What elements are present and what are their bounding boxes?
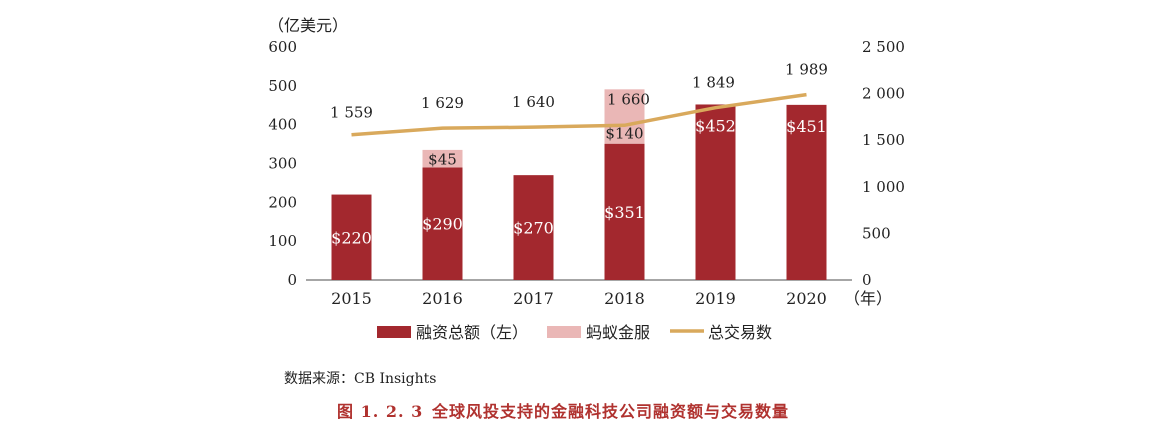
bar-label-2018: $351 <box>604 203 645 222</box>
bar-label-2020: $451 <box>786 117 827 136</box>
x-tick-label: 2017 <box>513 289 554 308</box>
line-label-2019: 1 849 <box>692 74 735 92</box>
x-tick-label: 2019 <box>695 289 736 308</box>
right-tick-label: 1 000 <box>862 178 905 196</box>
bar-ant-2018 <box>604 89 645 144</box>
x-tick-label: 2016 <box>422 289 463 308</box>
bar-label-2019: $452 <box>695 116 736 135</box>
x-axis-unit: （年） <box>844 289 892 308</box>
line-label-2018: 1 660 <box>607 90 650 108</box>
bar-funding-2017 <box>513 175 554 280</box>
bar-funding-2020 <box>786 104 827 280</box>
bar-ant-2016 <box>422 149 463 168</box>
legend-swatch-funding <box>377 326 411 338</box>
right-tick-label: 1 500 <box>862 131 905 149</box>
x-tick-label: 2020 <box>786 289 827 308</box>
stack-label-2016: $45 <box>428 151 457 169</box>
legend-label-deals: 总交易数 <box>708 323 772 342</box>
left-axis-unit: （亿美元） <box>268 16 348 35</box>
line-value-labels: 1 559 1 629 1 640 1 660 1 849 1 989 <box>330 61 828 122</box>
right-tick-label: 0 <box>862 271 872 289</box>
line-label-2015: 1 559 <box>330 104 373 122</box>
source-note: 数据来源：CB Insights <box>284 371 436 387</box>
total-deals-line <box>351 92 807 137</box>
right-tick-label: 500 <box>862 224 891 242</box>
legend-label-ant: 蚂蚁金服 <box>586 323 650 342</box>
stack-label-2018: $140 <box>605 125 643 143</box>
legend-label-funding: 融资总额（左） <box>416 323 528 342</box>
left-tick-label: 600 <box>268 38 297 56</box>
left-tick-label: 200 <box>268 193 297 211</box>
left-tick-label: 100 <box>268 232 297 250</box>
bar-funding-2018 <box>604 143 645 280</box>
bar-label-2017: $270 <box>513 219 554 238</box>
left-axis-ticks: 0 100 200 300 400 500 600 <box>268 38 297 289</box>
line-label-2017: 1 640 <box>512 93 555 111</box>
bar-funding-2015 <box>331 194 372 280</box>
right-axis-ticks: 0 500 1 000 1 500 2 000 2 500 <box>862 38 905 289</box>
x-tick-label: 2015 <box>331 289 372 308</box>
bar-value-labels: $220 $290 $45 $270 $351 $140 $452 $451 <box>331 116 827 247</box>
right-tick-label: 2 000 <box>862 85 905 103</box>
legend: 融资总额（左） 蚂蚁金服 总交易数 <box>377 323 772 342</box>
bar-label-2016: $290 <box>422 215 463 234</box>
left-tick-label: 300 <box>268 155 297 173</box>
bar-funding-2016 <box>422 167 463 280</box>
figure-caption: 全球风投支持的金融科技公司融资额与交易数量 <box>431 402 789 421</box>
bar-label-2015: $220 <box>331 228 372 247</box>
left-tick-label: 0 <box>287 271 297 289</box>
right-tick-label: 2 500 <box>862 38 905 56</box>
legend-swatch-ant <box>547 326 581 338</box>
line-label-2020: 1 989 <box>785 61 828 79</box>
left-tick-label: 500 <box>268 77 297 95</box>
bar-funding-2019 <box>695 104 736 281</box>
x-axis-ticks: 2015 2016 2017 2018 2019 2020 <box>331 289 827 308</box>
figure-number: 图 1. 2. 3 <box>337 402 423 421</box>
bars <box>331 89 827 281</box>
x-tick-label: 2018 <box>604 289 645 308</box>
left-tick-label: 400 <box>268 116 297 134</box>
line-label-2016: 1 629 <box>421 94 464 112</box>
